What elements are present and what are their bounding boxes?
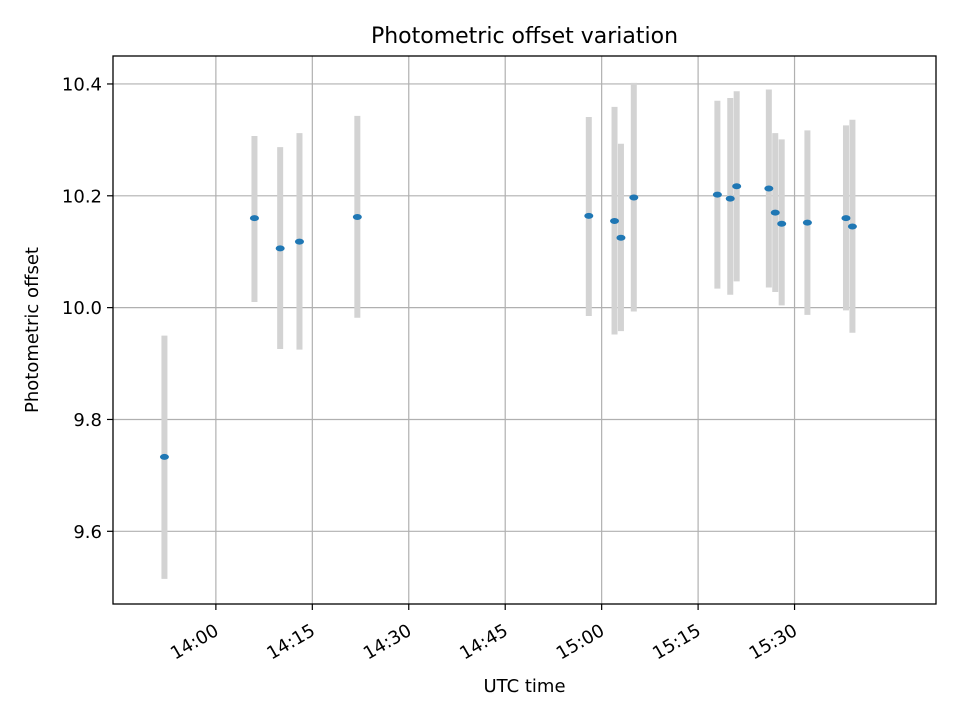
data-points [159,183,857,460]
y-axis: 9.6 9.8 10.0 10.2 10.4 [62,74,113,543]
y-tick-label: 10.0 [62,298,102,319]
data-point [802,219,812,226]
x-tick-label: 14:00 [167,620,222,664]
data-point [712,191,722,198]
chart-title: Photometric offset variation [371,24,678,49]
data-point [777,220,787,227]
data-point [725,195,735,202]
plot-area [112,55,937,605]
y-tick-label: 10.4 [62,74,102,95]
x-axis: 14:00 14:15 14:30 14:45 15:00 15:15 15:30 [167,604,801,664]
y-tick-label: 9.6 [73,522,102,543]
data-point [847,223,857,230]
x-axis-label: UTC time [483,676,565,697]
x-tick-label: 15:00 [553,620,608,664]
data-point [732,183,742,190]
y-axis-label: Photometric offset [22,247,43,413]
x-tick-label: 15:15 [649,620,704,664]
data-point [352,214,362,221]
data-point [629,194,639,201]
x-tick-label: 15:30 [746,620,801,664]
data-point [616,234,626,241]
x-tick-label: 14:45 [456,620,511,664]
data-point [159,453,169,460]
y-tick-label: 10.2 [62,186,102,207]
y-tick-label: 9.8 [73,410,102,431]
x-tick-label: 14:30 [360,620,415,664]
data-point [584,212,594,219]
error-bars [161,82,856,579]
data-point [249,215,259,222]
data-point [275,245,285,252]
data-point [294,238,304,245]
data-point [764,185,774,192]
data-point [841,215,851,222]
data-point [610,217,620,224]
data-point [770,209,780,216]
grid [113,56,936,604]
x-tick-label: 14:15 [263,620,318,664]
